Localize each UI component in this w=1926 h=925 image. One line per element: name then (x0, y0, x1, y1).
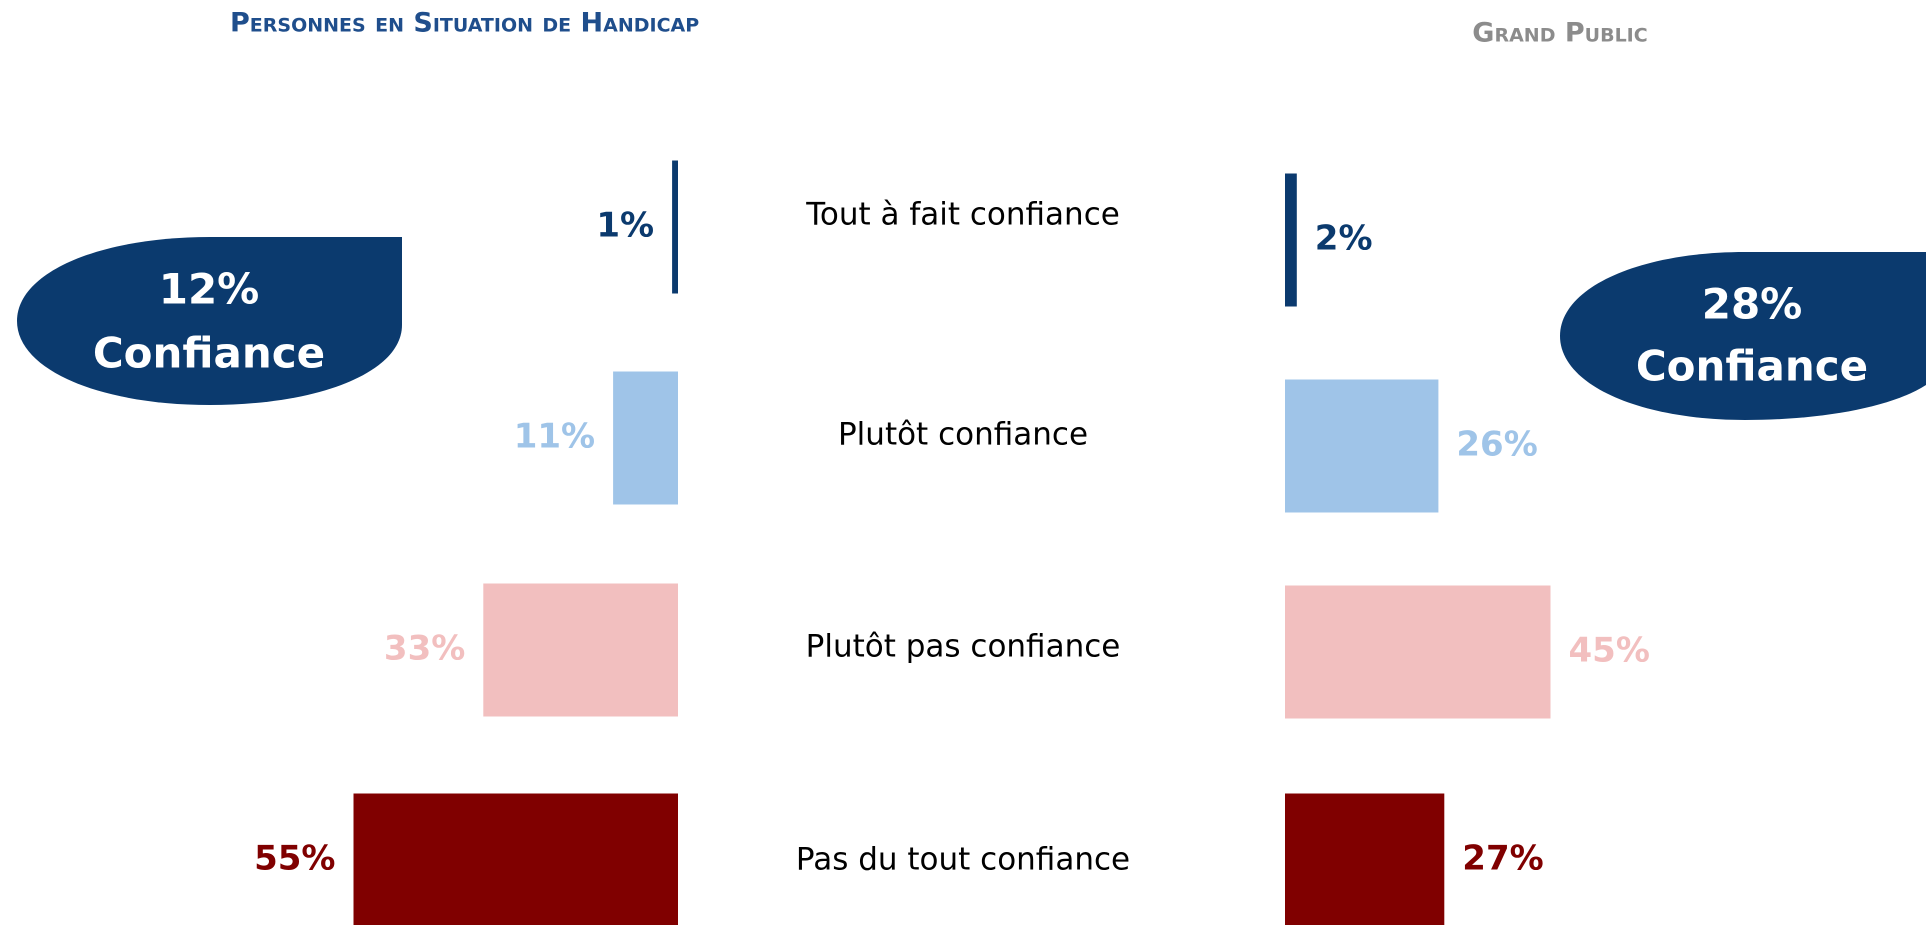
value-label: 55% (254, 839, 335, 879)
category-label: Pas du tout confiance (796, 842, 1130, 878)
panel-title: Personnes en Situation de Handicap (230, 8, 699, 39)
panel-title: Grand Public (1472, 18, 1647, 49)
bar (613, 371, 678, 505)
summary-text: Confiance (93, 329, 325, 378)
bar (1285, 173, 1297, 307)
bar (1285, 379, 1439, 513)
category-label: Tout à fait confiance (805, 197, 1120, 233)
summary-badge (17, 237, 402, 405)
value-label: 33% (384, 629, 465, 669)
value-label: 11% (514, 417, 595, 457)
bar (353, 793, 678, 925)
summary-value: 28% (1702, 280, 1803, 329)
summary-badge (1560, 252, 1926, 420)
category-label: Plutôt confiance (838, 417, 1088, 453)
bar (483, 583, 678, 717)
bar (672, 160, 678, 294)
summary-text: Confiance (1636, 342, 1868, 391)
bar (1285, 585, 1551, 719)
value-label: 2% (1315, 219, 1373, 259)
value-label: 1% (596, 206, 654, 246)
value-label: 26% (1456, 425, 1537, 465)
summary-value: 12% (159, 265, 260, 314)
category-label: Plutôt pas confiance (806, 629, 1121, 665)
value-label: 45% (1569, 631, 1650, 671)
value-label: 27% (1462, 839, 1543, 879)
bar (1285, 793, 1445, 925)
